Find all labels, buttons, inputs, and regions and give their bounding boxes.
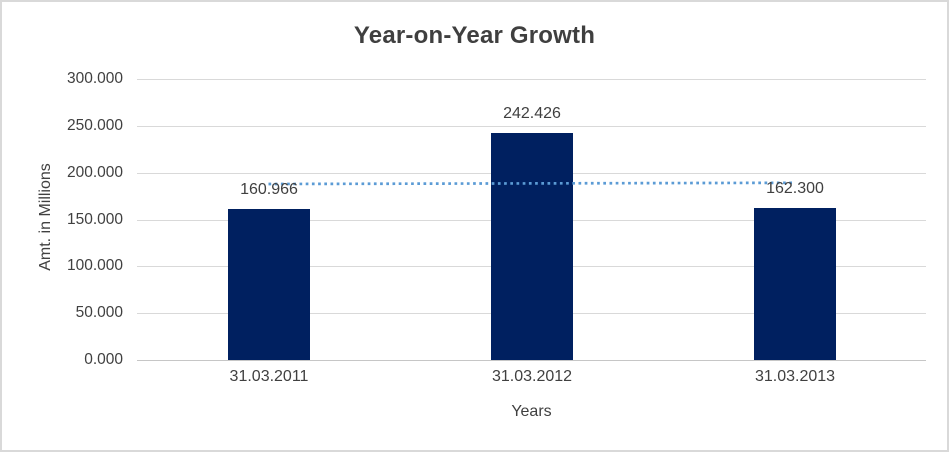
bar-value-label: 242.426 [503,105,561,122]
chart-title: Year-on-Year Growth [353,22,596,49]
bar-value-label: 162.300 [766,180,824,197]
x-tick-label: 31.03.2012 [491,368,573,385]
y-tick-label: 300.000 [66,70,123,87]
bar [228,209,310,360]
bar-value-label: 160.966 [240,181,298,198]
y-tick-label: 150.000 [66,211,123,228]
gridline [137,79,926,80]
x-tick-label: 31.03.2013 [754,368,836,385]
y-tick-label: 250.000 [66,117,123,134]
y-tick-label: 50.000 [75,304,123,321]
bar [491,133,573,360]
gridline [137,126,926,127]
x-axis-line [137,360,926,361]
x-axis-title: Years [511,403,552,420]
x-tick-label: 31.03.2011 [229,368,309,385]
bar [754,208,836,360]
y-tick-label: 200.000 [66,164,123,181]
y-tick-label: 0.000 [84,351,123,368]
y-tick-label: 100.000 [66,257,123,274]
